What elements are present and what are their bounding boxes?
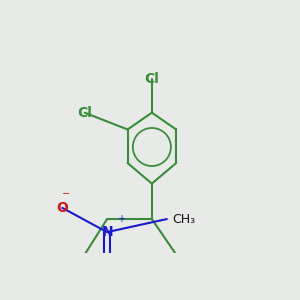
Text: Cl: Cl [77,106,92,120]
Text: O: O [56,201,68,215]
Text: CH₃: CH₃ [172,213,196,226]
Text: Cl: Cl [144,72,159,86]
Text: N: N [101,225,113,239]
Text: +: + [118,214,125,224]
Text: −: − [62,189,70,200]
